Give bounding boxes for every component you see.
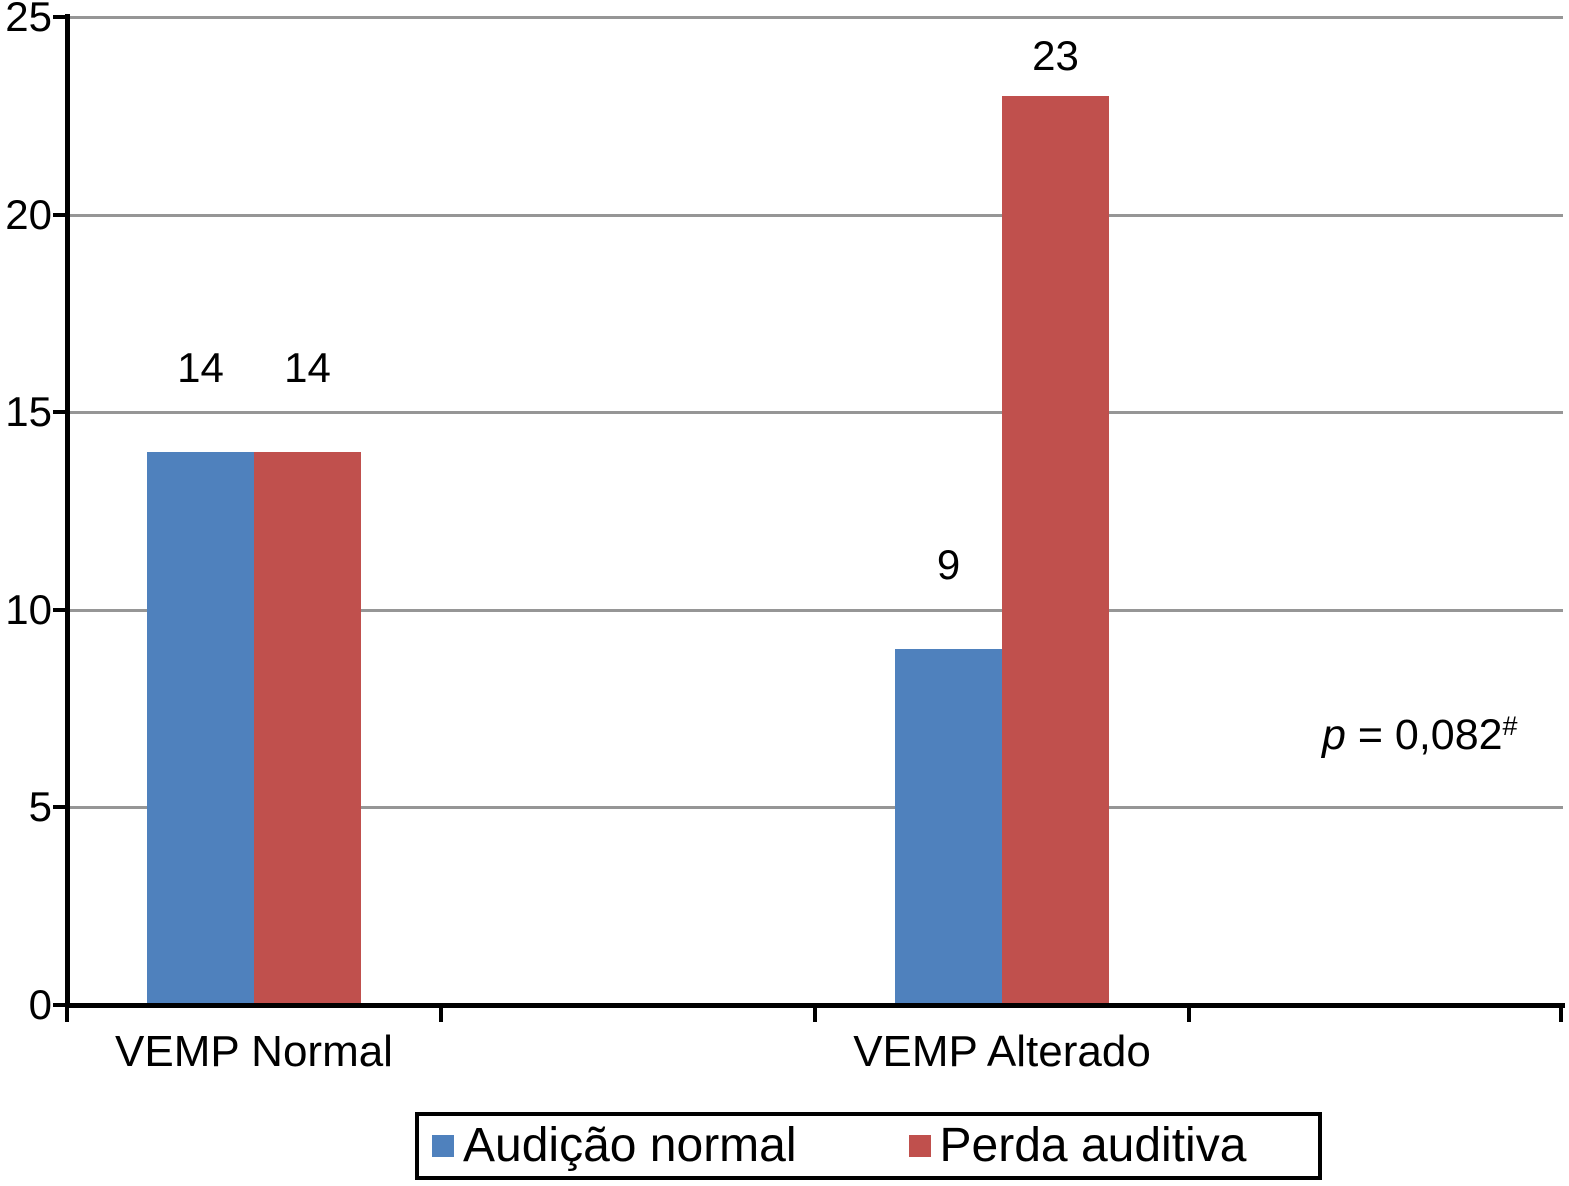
p-value-superscript: # — [1502, 711, 1518, 741]
p-value-text: = 0,082 — [1345, 711, 1503, 759]
p-value-variable: p — [1322, 711, 1346, 759]
y-tick-mark-20 — [53, 212, 66, 217]
y-tick-label-25: 25 — [5, 0, 52, 40]
y-axis-line — [65, 14, 70, 1008]
gridline-10 — [67, 608, 1563, 612]
y-tick-label-5: 5 — [28, 783, 52, 831]
x-tick-mark-3 — [1187, 1008, 1191, 1022]
x-tick-mark-0 — [65, 1008, 69, 1022]
legend-item-perda-auditiva: Perda auditiva — [908, 1119, 1247, 1172]
bar-vemp-normal-perda-auditiva — [254, 451, 361, 1005]
y-tick-mark-5 — [53, 805, 66, 810]
gridline-20 — [67, 213, 1563, 217]
bar-value-label-vemp-alterado-audicao-normal: 9 — [936, 541, 961, 589]
x-axis-line — [65, 1003, 1565, 1008]
x-tick-mark-2 — [813, 1008, 817, 1022]
category-label-vemp-normal: VEMP Normal — [115, 1027, 393, 1076]
y-tick-label-20: 20 — [5, 190, 52, 238]
plot-area: 14 14 9 23 — [67, 16, 1563, 1005]
x-tick-mark-4 — [1559, 1008, 1563, 1022]
legend-label-perda-auditiva: Perda auditiva — [939, 1119, 1247, 1172]
gridline-15 — [67, 411, 1563, 415]
gridline-25 — [67, 16, 1563, 19]
bar-value-label-vemp-normal-audicao-normal: 14 — [177, 343, 224, 391]
legend-label-audicao-normal: Audição normal — [463, 1119, 797, 1172]
bar-vemp-normal-audicao-normal — [147, 451, 254, 1005]
p-value-annotation: p = 0,082# — [1322, 711, 1518, 759]
legend-swatch-perda-auditiva-icon — [908, 1135, 931, 1157]
y-tick-mark-25 — [53, 15, 66, 19]
y-tick-mark-15 — [53, 410, 66, 415]
y-tick-label-0: 0 — [28, 981, 52, 1028]
legend-swatch-audicao-normal-icon — [432, 1135, 454, 1157]
y-tick-mark-0 — [53, 1003, 66, 1007]
bar-value-label-vemp-alterado-perda-auditiva: 23 — [1032, 32, 1079, 79]
gridline-5 — [67, 806, 1563, 810]
y-tick-label-15: 15 — [5, 388, 52, 436]
bar-value-label-vemp-normal-perda-auditiva: 14 — [284, 343, 331, 391]
legend-item-audicao-normal: Audição normal — [432, 1122, 797, 1170]
bar-vemp-alterado-perda-auditiva — [1002, 96, 1109, 1005]
category-label-vemp-alterado: VEMP Alterado — [853, 1027, 1151, 1076]
legend: Audição normal Perda auditiva — [415, 1112, 1322, 1180]
y-tick-label-10: 10 — [5, 585, 52, 633]
y-tick-mark-10 — [53, 607, 66, 612]
x-tick-mark-1 — [439, 1008, 443, 1022]
bar-vemp-alterado-audicao-normal — [895, 649, 1002, 1005]
